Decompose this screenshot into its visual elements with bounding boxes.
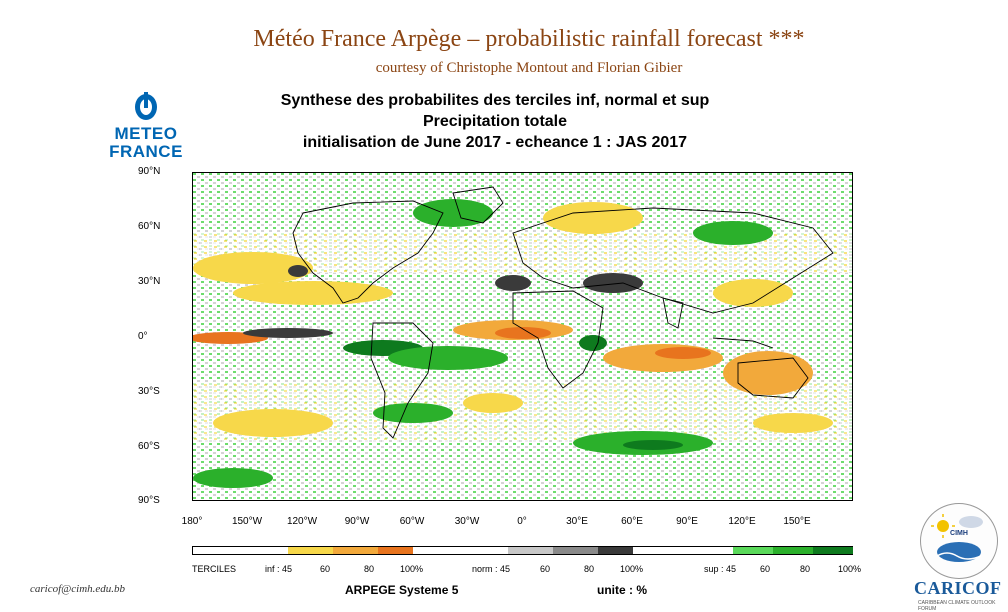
legend-inf-tick-60: 60 <box>320 564 331 574</box>
lon-label-150e: 150°E <box>783 516 811 527</box>
legend-norm-80 <box>598 547 633 554</box>
forecast-map-graphic <box>193 173 852 500</box>
legend-inf-tick-100: 100% <box>400 564 424 574</box>
lon-label-60w: 60°W <box>399 516 425 527</box>
cimh-emblem-icon <box>931 514 983 562</box>
legend-inf-80 <box>378 547 413 554</box>
lon-label-30e: 30°E <box>566 516 588 527</box>
cimh-logo: CIMH <box>920 503 998 579</box>
lat-label-30s: 30°S <box>138 386 160 397</box>
legend-sup-45 <box>733 547 773 554</box>
lat-label-60s: 60°S <box>138 441 160 452</box>
legend-norm-60 <box>553 547 598 554</box>
legend-sup-tick-80: 80 <box>800 564 811 574</box>
legend-sup-tick-100: 100% <box>838 564 862 574</box>
email-label: caricof@cimh.edu.bb <box>30 583 126 595</box>
legend-inf-60 <box>333 547 378 554</box>
plot-title-line2: Precipitation totale <box>422 113 568 130</box>
unit-label: unite : % <box>597 583 647 597</box>
meteo-france-logo: METEO FRANCE <box>108 92 184 162</box>
legend-inf-tick-45: inf : 45 <box>265 564 293 574</box>
logo-word-meteo: METEO <box>114 124 178 143</box>
lat-label-equator: 0° <box>138 331 148 342</box>
legend-inf-45 <box>288 547 333 554</box>
slide-title: Météo France Arpège – probabilistic rain… <box>253 26 805 52</box>
lon-label-150w: 150°W <box>231 516 263 527</box>
lon-label-90w: 90°W <box>344 516 370 527</box>
legend-norm-tick-80: 80 <box>584 564 595 574</box>
logo-word-france: FRANCE <box>109 142 183 161</box>
lat-label-30n: 30°N <box>138 276 161 287</box>
lat-label-60n: 60°N <box>138 221 161 232</box>
legend-norm-45 <box>508 547 553 554</box>
legend-norm-tick-100: 100% <box>620 564 644 574</box>
lon-label-0: 0° <box>517 516 527 527</box>
anomaly-patches <box>193 199 833 488</box>
legend-norm-tick-45: norm : 45 <box>472 564 511 574</box>
legend-title: TERCILES <box>192 564 237 574</box>
lon-label-180: 180° <box>181 516 203 527</box>
forecast-map <box>192 172 853 501</box>
legend-sup-60 <box>773 547 813 554</box>
legend-color-bar <box>192 546 853 555</box>
lon-label-30w: 30°W <box>454 516 480 527</box>
lon-label-90e: 90°E <box>676 516 698 527</box>
system-label: ARPEGE Systeme 5 <box>345 583 459 597</box>
lat-label-90s: 90°S <box>138 495 160 506</box>
lon-label-60e: 60°E <box>621 516 643 527</box>
cimh-text: CIMH <box>950 530 968 537</box>
lon-label-120e: 120°E <box>728 516 756 527</box>
coastlines <box>292 186 834 439</box>
lat-label-90n: 90°N <box>138 166 161 177</box>
legend-sup-tick-60: 60 <box>760 564 771 574</box>
caricof-brand: CARICOF <box>914 578 1002 598</box>
legend-sup-80 <box>813 547 853 554</box>
lon-label-120w: 120°W <box>286 516 318 527</box>
plot-title-line3: initialisation de June 2017 - echeance 1… <box>302 134 688 151</box>
legend-sup-tick-45: sup : 45 <box>704 564 737 574</box>
slide-subtitle: courtesy of Christophe Montout and Flori… <box>375 60 683 76</box>
plot-title-line1: Synthese des probabilites des terciles i… <box>280 92 710 109</box>
legend-inf-tick-80: 80 <box>364 564 375 574</box>
caricof-subtitle: CARIBBEAN CLIMATE OUTLOOK FORUM <box>918 600 996 612</box>
legend-norm-tick-60: 60 <box>540 564 551 574</box>
